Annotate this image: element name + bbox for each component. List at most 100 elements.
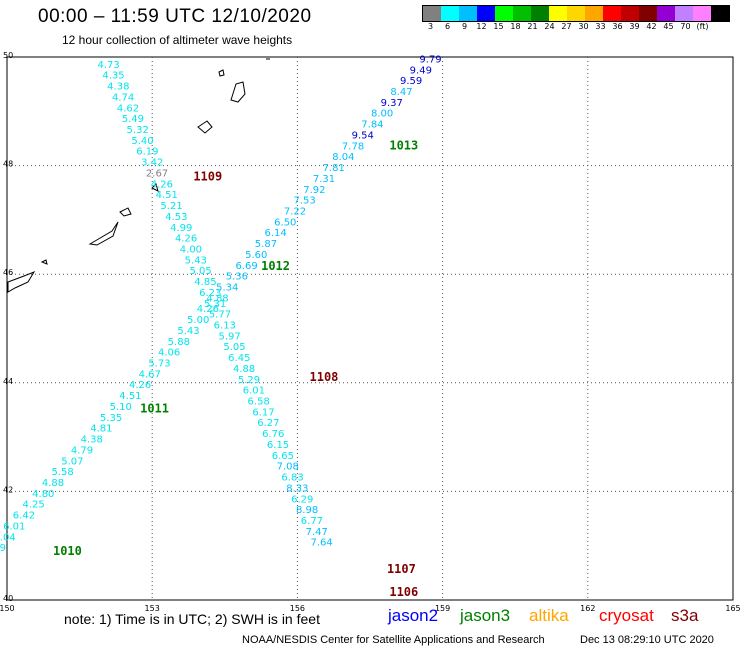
pass-label: 1010 — [53, 544, 82, 558]
wave-height-point: 3.42 — [141, 158, 163, 169]
legend-label: 21 — [527, 22, 538, 31]
wave-height-point: 5.32 — [127, 125, 149, 136]
satellite-jason3: jason3 — [460, 606, 511, 625]
wave-height-point: 4.88 — [233, 364, 255, 375]
wave-height-point: 9.49 — [410, 65, 432, 76]
map-frame — [6, 56, 734, 601]
lat-tick-label: 48 — [3, 160, 13, 169]
wave-height-point: 5.97 — [219, 331, 241, 342]
wave-height-point: 6.01 — [3, 521, 25, 532]
wave-height-point: 7.78 — [342, 141, 364, 152]
wave-height-point: 7.53 — [294, 196, 316, 207]
legend-swatch-0 — [423, 6, 441, 21]
footer-note: note: 1) Time is in UTC; 2) SWH is in fe… — [64, 611, 320, 627]
lat-tick-label: 46 — [3, 268, 13, 277]
wave-height-point: 7.22 — [284, 206, 306, 217]
wave-height-point: 7.31 — [313, 174, 335, 185]
wave-height-point: 4.85 — [194, 277, 216, 288]
lat-tick-label: 42 — [3, 485, 13, 494]
wave-height-point: 6.42 — [13, 511, 35, 522]
wave-height-point: 8.33 — [286, 483, 308, 494]
wave-height-point: 4.04 — [0, 532, 16, 543]
legend-swatch-6 — [531, 6, 549, 21]
wave-height-point: 5.73 — [148, 359, 170, 370]
wave-height-point: 8.98 — [296, 505, 318, 516]
wave-height-point: 6.27 — [257, 418, 279, 429]
wave-height-point: 5.29 — [238, 375, 260, 386]
legend-swatch-5 — [513, 6, 531, 21]
wave-height-point: 5.31 — [204, 299, 226, 310]
pass-label: 1107 — [387, 562, 416, 576]
legend-label: 12 — [476, 22, 487, 31]
legend-swatch-8 — [567, 6, 585, 21]
coastline — [7, 58, 270, 293]
wave-height-point: 6.77 — [301, 516, 323, 527]
wave-height-point: 6.13 — [214, 321, 236, 332]
wave-height-point: 5.36 — [226, 272, 248, 283]
wave-height-point: 4.00 — [180, 244, 202, 255]
lat-tick-label: 50 — [3, 51, 13, 60]
wave-height-point: 9.37 — [381, 98, 403, 109]
legend-label: 6 — [444, 22, 451, 31]
wave-height-point: 5.60 — [245, 250, 267, 261]
wave-height-point: 4.81 — [90, 424, 112, 435]
wave-height-point: 4.06 — [158, 348, 180, 359]
wave-height-point: 7.64 — [310, 538, 332, 549]
lon-tick-label: 150 — [0, 604, 15, 613]
wave-height-point: 4.74 — [112, 92, 134, 103]
wave-height-point: 4.88 — [42, 478, 64, 489]
wave-height-point: 8.00 — [371, 109, 393, 120]
wave-height-point: 9.59 — [400, 76, 422, 87]
legend-label: 30 — [578, 22, 589, 31]
wave-height-point: 7.81 — [323, 163, 345, 174]
wave-height-point: 5.21 — [160, 201, 182, 212]
wave-height-point: 6.69 — [235, 261, 257, 272]
legend-label: 3 — [427, 22, 434, 31]
satellite-jason2: jason2 — [388, 606, 439, 625]
wave-height-point: 2.67 — [146, 168, 168, 179]
wave-height-point: 6.15 — [267, 440, 289, 451]
pass-labels: 1013 1109 1012 1108 1011 1107 1010 1106 — [53, 138, 418, 599]
lon-tick-label: 162 — [580, 604, 595, 613]
wave-height-point: 6.65 — [272, 451, 294, 462]
legend-swatch-10 — [603, 6, 621, 21]
legend-swatch-7 — [549, 6, 567, 21]
wave-height-point: 5.43 — [177, 326, 199, 337]
legend-label: 9 — [461, 22, 468, 31]
wave-height-point: 4.26 — [197, 304, 219, 315]
wave-height-point: 4.80 — [32, 489, 54, 500]
wave-height-point: 6.14 — [264, 228, 286, 239]
wave-height-point: 4.67 — [139, 369, 161, 380]
page-title: 00:00 – 11:59 UTC 12/10/2020 — [38, 6, 312, 27]
pass-label: 1013 — [389, 138, 418, 152]
legend-swatch-11 — [621, 6, 639, 21]
wave-height-point: 4.53 — [165, 212, 187, 223]
pass-label: 1108 — [310, 370, 339, 384]
wave-height-point: 4.35 — [102, 71, 124, 82]
legend-label: (ft) — [696, 22, 709, 31]
wave-height-point: 6.19 — [136, 147, 158, 158]
wave-height-point: 6.45 — [228, 353, 250, 364]
legend-label: 45 — [663, 22, 674, 31]
satellite-altika: altika — [529, 606, 569, 625]
wave-height-point: 4.51 — [156, 190, 178, 201]
wave-height-point: 6.29 — [291, 494, 313, 505]
wave-height-point: 4.26 — [151, 179, 173, 190]
wave-height-point: 5.34 — [216, 282, 238, 293]
satellite-s3a: s3a — [671, 606, 699, 625]
map-grid: 150 153 156 159 162 165 50 48 46 44 42 40 — [0, 51, 740, 613]
wave-height-point: 6.17 — [252, 407, 274, 418]
wave-height-point: 7.08 — [277, 462, 299, 473]
altimeter-tracks: 9.799.499.598.479.378.007.849.547.788.04… — [0, 54, 442, 554]
wave-height-point: 5.10 — [110, 402, 132, 413]
wave-height-point: 7.47 — [306, 527, 328, 538]
legend-label: 15 — [493, 22, 504, 31]
legend-swatch-4 — [495, 6, 513, 21]
wave-height-point: 5.49 — [122, 114, 144, 125]
wave-height-point: 4.38 — [107, 82, 129, 93]
pass-label: 1012 — [261, 259, 290, 273]
pass-label: 1109 — [193, 169, 222, 183]
legend-swatch-14 — [675, 6, 693, 21]
wave-height-point: 5.05 — [223, 342, 245, 353]
